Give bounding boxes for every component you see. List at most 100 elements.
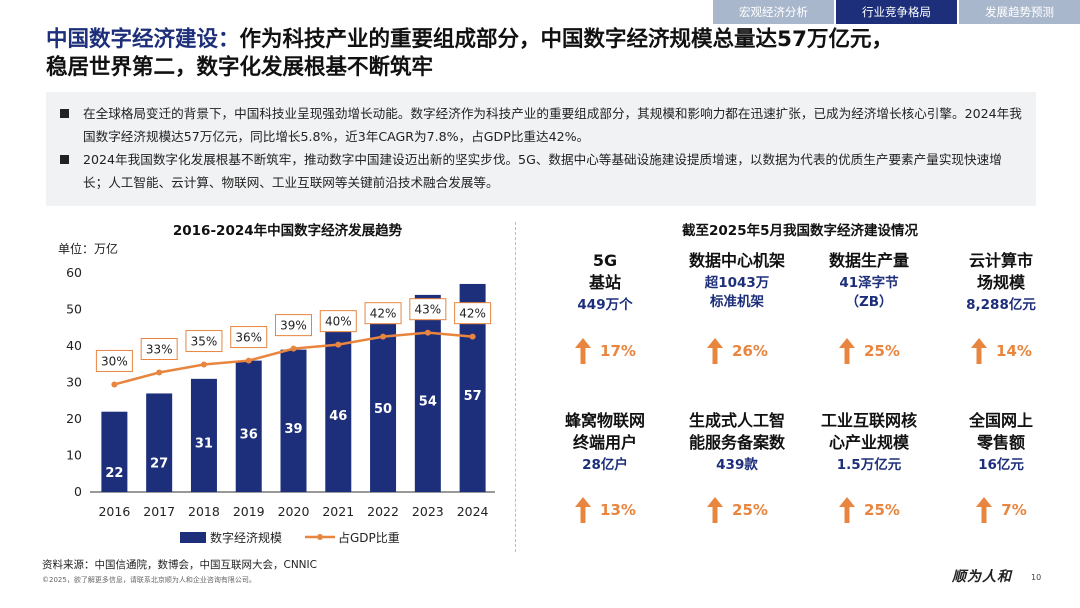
stat-value: 41泽字节 （ZB） bbox=[839, 275, 899, 310]
x-tick-label: 2021 bbox=[322, 504, 354, 519]
stat-value: 28亿户 bbox=[582, 457, 628, 473]
bar-2021 bbox=[325, 324, 352, 492]
y-tick-label: 50 bbox=[66, 302, 82, 317]
stat-name: 云计算市 场规模 bbox=[968, 251, 1033, 292]
gdp-share-label-box bbox=[95, 349, 133, 372]
stat-name: 数据中心机架 bbox=[688, 251, 785, 270]
bar-2023 bbox=[414, 294, 441, 492]
stat-card: 工业互联网核 心产业规模 1.5万亿元 25% bbox=[806, 410, 932, 560]
stat-name: 5G 基站 bbox=[588, 251, 621, 292]
stat-card: 数据生产量 41泽字节 （ZB） 25% bbox=[806, 250, 932, 400]
stat-card: 数据中心机架超1043万 标准机架 26% bbox=[674, 250, 800, 400]
chart-unit-label: 单位：万亿 bbox=[58, 242, 119, 256]
y-tick-label: 0 bbox=[74, 484, 82, 499]
tab-industry-competition[interactable]: 行业竞争格局 bbox=[836, 0, 957, 24]
stat-value: 449万个 bbox=[577, 297, 633, 313]
bar-2020 bbox=[280, 349, 307, 492]
legend-bar-swatch bbox=[180, 532, 206, 543]
gdp-share-label-box bbox=[454, 302, 492, 325]
arrow-up-icon bbox=[707, 338, 724, 364]
bar-2016 bbox=[101, 411, 128, 492]
gdp-share-label-box bbox=[364, 302, 402, 325]
legend-line-marker bbox=[317, 534, 323, 540]
gdp-share-point bbox=[156, 369, 163, 376]
page-title: 中国数字经济建设：作为科技产业的重要组成部分，中国数字经济规模总量达57万亿元，… bbox=[46, 26, 1046, 82]
stat-name: 生成式人工智 能服务备案数 bbox=[688, 411, 785, 452]
title-highlight: 中国数字经济建设： bbox=[46, 27, 240, 52]
tab-trend-forecast[interactable]: 发展趋势预测 bbox=[959, 0, 1080, 24]
chart-title: 2016-2024年中国数字经济发展趋势 bbox=[172, 223, 403, 239]
stat-growth: 25% bbox=[806, 497, 932, 523]
gdp-share-label: 36% bbox=[235, 331, 262, 345]
title-line1: 作为科技产业的重要组成部分，中国数字经济规模总量达57万亿元， bbox=[239, 27, 893, 52]
bar-value-label: 46 bbox=[329, 409, 347, 424]
stat-growth-value: 25% bbox=[864, 342, 900, 360]
gdp-share-label-box bbox=[230, 326, 268, 349]
y-tick-label: 20 bbox=[66, 411, 82, 426]
gdp-share-label: 39% bbox=[280, 319, 307, 333]
page-number: 10 bbox=[1031, 573, 1042, 582]
gdp-share-point bbox=[335, 341, 342, 348]
right-panel-title: 截至2025年5月我国数字经济建设情况 bbox=[682, 223, 918, 239]
y-tick-label: 60 bbox=[66, 265, 82, 280]
stat-growth-value: 17% bbox=[600, 342, 636, 360]
stat-growth: 17% bbox=[542, 338, 668, 364]
x-tick-label: 2016 bbox=[98, 504, 130, 519]
arrow-up-icon bbox=[575, 497, 592, 523]
gdp-share-label: 40% bbox=[325, 315, 352, 329]
gdp-share-label-box bbox=[409, 298, 447, 321]
gdp-share-point bbox=[245, 357, 252, 364]
gdp-share-label-box bbox=[319, 310, 357, 333]
digital-economy-chart: 0 10 20 30 40 50 60 22 2016 27 2017 31 2018 36 2019 39 2… bbox=[66, 265, 495, 545]
y-tick-label: 10 bbox=[66, 448, 82, 463]
stat-growth-value: 25% bbox=[732, 501, 768, 519]
gdp-share-point bbox=[380, 333, 387, 340]
bar-value-label: 36 bbox=[240, 427, 258, 442]
stat-growth: 13% bbox=[542, 497, 668, 523]
gdp-share-label: 33% bbox=[146, 343, 173, 357]
stat-card: 全国网上 零售额 16亿元 7% bbox=[938, 410, 1064, 560]
stat-growth-value: 26% bbox=[732, 342, 768, 360]
legend-line-label: 占GDP比重 bbox=[338, 530, 400, 545]
bar-value-label: 54 bbox=[419, 394, 437, 409]
stat-growth: 25% bbox=[674, 497, 800, 523]
x-tick-label: 2022 bbox=[367, 504, 399, 519]
gdp-share-label-box bbox=[140, 338, 178, 361]
bullet-square-icon bbox=[60, 109, 69, 118]
stat-growth-value: 14% bbox=[996, 342, 1032, 360]
gdp-share-label: 43% bbox=[414, 303, 441, 317]
section-divider bbox=[515, 222, 516, 552]
bar-2018 bbox=[190, 378, 217, 492]
arrow-up-icon bbox=[976, 497, 993, 523]
arrow-up-icon bbox=[971, 338, 988, 364]
bar-2022 bbox=[370, 309, 397, 492]
stat-value: 439款 bbox=[716, 457, 758, 473]
stat-growth-value: 13% bbox=[600, 501, 636, 519]
stat-card: 生成式人工智 能服务备案数 439款 25% bbox=[674, 410, 800, 560]
bar-2019 bbox=[235, 360, 262, 492]
stat-name: 工业互联网核 心产业规模 bbox=[820, 411, 917, 452]
arrow-up-icon bbox=[839, 338, 856, 364]
gdp-share-point bbox=[111, 381, 118, 388]
bar-2017 bbox=[146, 393, 173, 492]
stat-value: 超1043万 标准机架 bbox=[704, 275, 770, 310]
stat-name: 蜂窝物联网 终端用户 bbox=[564, 411, 645, 452]
bar-value-label: 22 bbox=[105, 466, 123, 481]
gdp-share-point bbox=[200, 361, 207, 368]
bullet-square-icon bbox=[60, 155, 69, 164]
gdp-share-label: 42% bbox=[370, 307, 397, 321]
summary-bullet: 2024年我国数字化发展根基不断筑牢，推动数字中国建设迈出新的坚实步伐。5G、数… bbox=[60, 148, 1022, 194]
summary-bullet-text: 2024年我国数字化发展根基不断筑牢，推动数字中国建设迈出新的坚实步伐。5G、数… bbox=[83, 152, 1002, 190]
stat-card: 5G 基站 449万个 17% bbox=[542, 250, 668, 400]
x-tick-label: 2020 bbox=[278, 504, 310, 519]
arrow-up-icon bbox=[839, 497, 856, 523]
stat-growth: 25% bbox=[806, 338, 932, 364]
gdp-share-label: 35% bbox=[191, 335, 218, 349]
stat-value: 8,288亿元 bbox=[966, 297, 1036, 313]
stat-value: 1.5万亿元 bbox=[836, 457, 902, 473]
stat-name: 全国网上 零售额 bbox=[968, 411, 1033, 452]
summary-bullet: 在全球格局变迁的背景下，中国科技业呈现强劲增长动能。数字经济作为科技产业的重要组… bbox=[60, 102, 1022, 148]
arrow-up-icon bbox=[707, 497, 724, 523]
tab-macro-economy[interactable]: 宏观经济分析 bbox=[713, 0, 834, 24]
copyright-note: ©2025，欲了解更多信息，请联系北京顺为人和企业咨询有限公司。 bbox=[42, 576, 256, 584]
